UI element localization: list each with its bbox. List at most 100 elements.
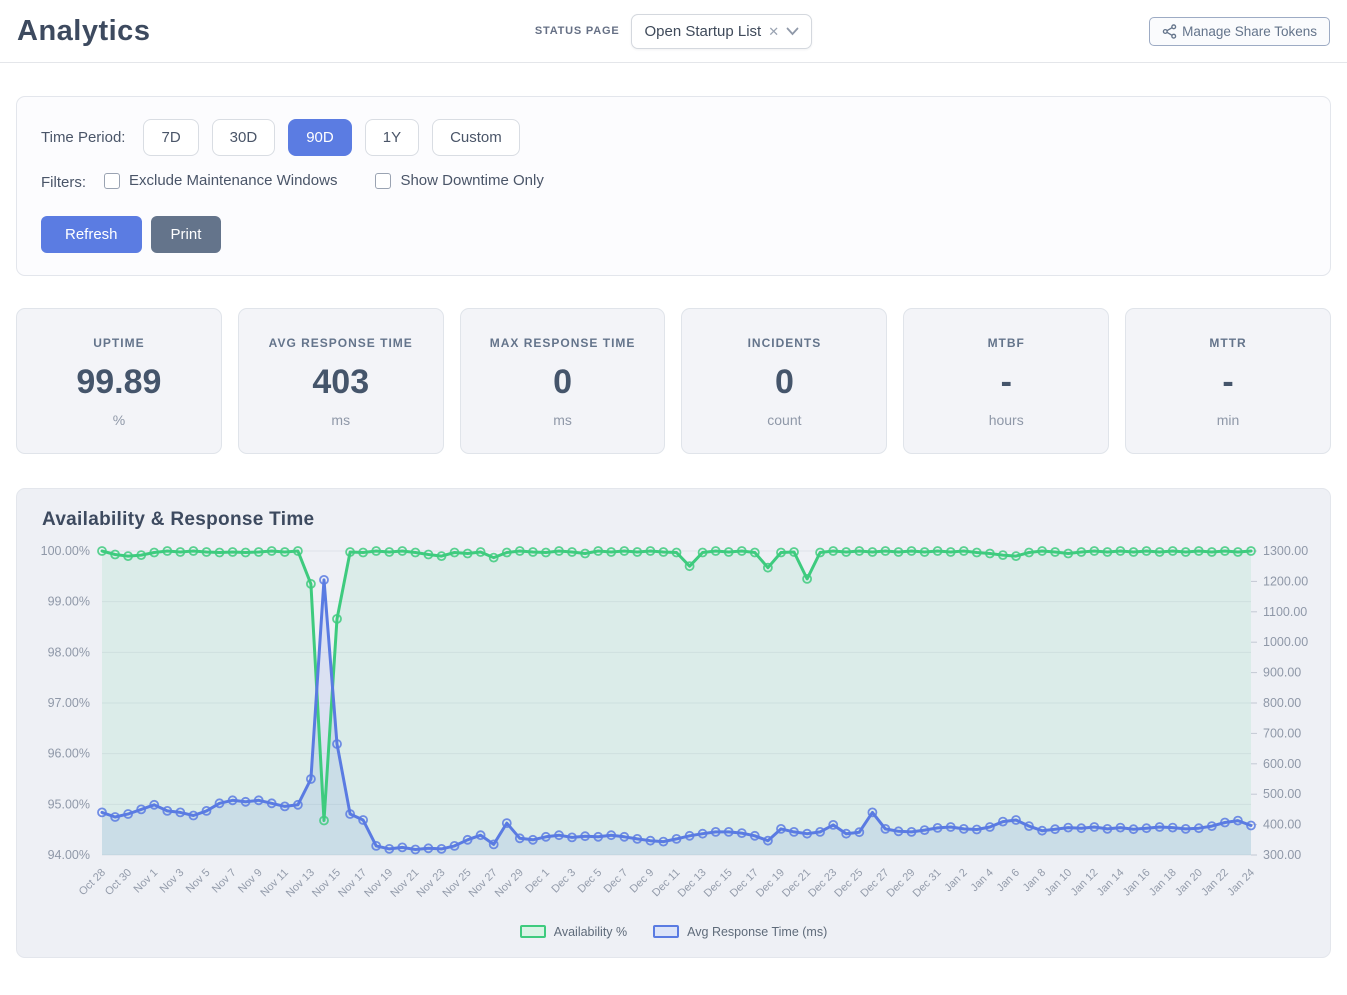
data-point[interactable] [1115,822,1126,833]
data-point[interactable] [423,549,434,559]
data-point[interactable] [149,799,160,810]
data-point[interactable] [1128,823,1139,834]
data-point[interactable] [749,830,760,841]
data-point[interactable] [1220,545,1230,556]
data-point[interactable] [410,844,421,854]
data-point[interactable] [802,573,812,584]
data-point[interactable] [749,547,760,557]
data-point[interactable] [1050,823,1060,834]
data-point[interactable] [488,838,499,849]
data-point[interactable] [97,806,107,817]
data-point[interactable] [436,843,447,854]
data-point[interactable] [1063,548,1074,558]
data-point[interactable] [919,824,930,835]
data-point[interactable] [1089,545,1100,556]
data-point[interactable] [541,547,551,557]
data-point[interactable] [423,842,434,853]
data-point[interactable] [606,546,617,557]
data-point[interactable] [1233,546,1243,557]
data-point[interactable] [632,833,643,844]
data-point[interactable] [971,824,982,834]
clear-selection-icon[interactable]: ✕ [768,23,780,39]
data-point[interactable] [214,547,225,557]
data-point[interactable] [1180,823,1191,834]
data-point[interactable] [880,545,891,556]
data-point[interactable] [919,546,930,557]
data-point[interactable] [684,560,695,571]
data-point[interactable] [371,840,382,851]
checkbox-icon[interactable] [375,172,392,189]
data-point[interactable] [449,547,460,557]
time-period-1y[interactable]: 1Y [364,119,420,156]
filter-checkbox-exclude-maintenance[interactable]: Exclude Maintenance Windows [104,172,337,189]
legend-item[interactable]: Availability % [519,925,627,939]
data-point[interactable] [475,829,486,840]
refresh-button[interactable]: Refresh [41,215,142,253]
data-point[interactable] [1037,825,1047,836]
data-point[interactable] [475,546,486,557]
data-point[interactable] [384,546,395,557]
data-point[interactable] [358,547,369,557]
data-point[interactable] [319,574,329,585]
data-point[interactable] [110,811,120,822]
data-point[interactable] [906,545,917,556]
data-point[interactable] [723,546,734,557]
data-point[interactable] [580,830,590,841]
data-point[interactable] [488,552,499,563]
data-point[interactable] [945,546,956,557]
data-point[interactable] [789,546,799,557]
data-point[interactable] [854,826,865,837]
data-point[interactable] [815,547,825,557]
print-button[interactable]: Print [150,215,222,253]
data-point[interactable] [1167,822,1178,833]
data-point[interactable] [1076,546,1087,557]
data-point[interactable] [1220,817,1230,827]
data-point[interactable] [227,546,238,557]
data-point[interactable] [1154,546,1165,557]
data-point[interactable] [828,545,839,556]
data-point[interactable] [958,545,969,556]
data-point[interactable] [906,826,917,837]
checkbox-icon[interactable] [104,172,120,189]
data-point[interactable] [501,547,512,557]
data-point[interactable] [332,738,342,749]
data-point[interactable] [593,545,604,556]
filter-checkbox-show-downtime[interactable]: Show Downtime Only [375,172,544,189]
data-point[interactable] [1154,821,1165,832]
data-point[interactable] [567,831,577,842]
data-point[interactable] [541,831,551,842]
data-point[interactable] [658,546,669,557]
data-point[interactable] [201,546,212,557]
data-point[interactable] [266,797,277,808]
data-point[interactable] [867,806,878,817]
data-point[interactable] [371,545,382,556]
data-point[interactable] [162,805,173,816]
data-point[interactable] [227,794,238,805]
data-point[interactable] [266,545,277,556]
data-point[interactable] [606,829,617,840]
data-point[interactable] [619,831,630,842]
data-point[interactable] [1050,546,1060,557]
data-point[interactable] [462,834,473,845]
data-point[interactable] [162,545,173,556]
data-point[interactable] [1180,546,1191,557]
data-point[interactable] [188,545,199,556]
data-point[interactable] [1167,545,1178,556]
data-point[interactable] [253,546,264,557]
data-point[interactable] [514,832,525,843]
data-point[interactable] [893,546,904,557]
data-point[interactable] [1206,546,1217,557]
data-point[interactable] [854,545,865,556]
data-point[interactable] [554,829,564,840]
data-point[interactable] [1206,820,1217,831]
data-point[interactable] [188,810,199,820]
data-point[interactable] [593,831,604,842]
data-point[interactable] [240,796,251,807]
legend-item[interactable]: Avg Response Time (ms) [653,925,827,939]
data-point[interactable] [97,545,107,556]
data-point[interactable] [736,545,747,556]
data-point[interactable] [763,562,773,573]
data-point[interactable] [397,545,408,556]
data-point[interactable] [345,546,356,557]
data-point[interactable] [776,547,786,557]
